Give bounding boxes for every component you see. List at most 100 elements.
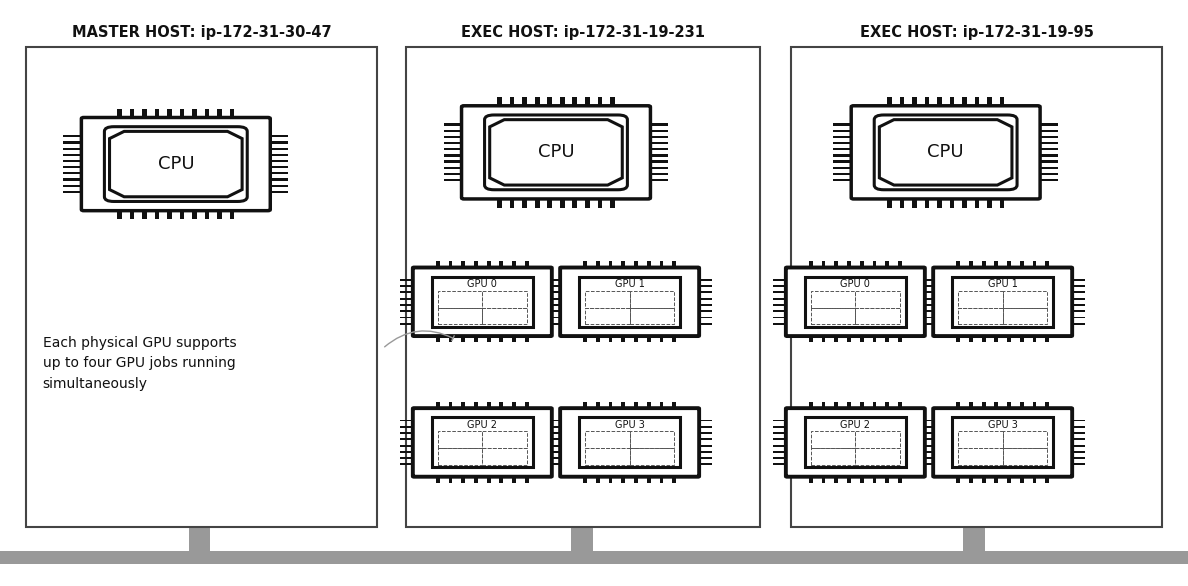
Bar	[400, 285, 415, 287]
Bar	[204, 108, 209, 118]
Bar	[924, 316, 937, 318]
Bar	[482, 431, 526, 448]
Bar	[482, 448, 526, 465]
Bar	[583, 476, 587, 483]
Bar	[548, 304, 562, 306]
Bar	[598, 197, 602, 208]
Bar	[833, 124, 853, 126]
Bar	[512, 335, 516, 342]
Bar	[921, 445, 934, 447]
Bar	[400, 323, 415, 325]
Bar	[699, 438, 712, 440]
Bar	[924, 420, 937, 421]
Bar	[833, 130, 853, 132]
Bar	[63, 160, 83, 162]
Bar	[1003, 431, 1047, 448]
FancyBboxPatch shape	[851, 105, 1041, 199]
Bar	[118, 108, 122, 118]
Bar	[449, 476, 453, 483]
Bar	[791, 47, 1162, 527]
Bar	[596, 476, 600, 483]
Bar	[649, 161, 669, 163]
Bar	[63, 178, 83, 180]
Bar	[699, 323, 712, 325]
Bar	[1038, 161, 1059, 163]
Bar	[1072, 445, 1085, 447]
Bar	[649, 154, 669, 156]
Bar	[969, 261, 973, 268]
Bar	[773, 426, 786, 428]
Bar	[586, 431, 630, 448]
Bar	[179, 108, 184, 118]
Bar	[118, 210, 122, 220]
Bar	[646, 476, 651, 483]
Bar	[1019, 476, 1024, 483]
Bar	[649, 148, 669, 151]
Bar	[1072, 279, 1085, 281]
Bar	[487, 335, 491, 342]
Bar	[924, 310, 937, 312]
Bar	[267, 141, 289, 144]
Bar	[963, 524, 985, 558]
Bar	[438, 448, 482, 465]
Bar	[586, 291, 630, 308]
Bar	[962, 97, 967, 107]
Bar	[548, 316, 562, 318]
Bar	[833, 154, 853, 156]
Bar	[921, 323, 934, 325]
Bar	[699, 464, 712, 465]
Bar	[860, 261, 864, 268]
Text: GPU 3: GPU 3	[614, 420, 645, 430]
Bar	[406, 47, 760, 527]
Bar	[498, 197, 503, 208]
Bar	[548, 310, 562, 312]
Bar	[63, 190, 83, 193]
Bar	[443, 179, 463, 181]
Bar	[608, 261, 613, 268]
Bar	[443, 130, 463, 132]
Bar	[443, 166, 463, 169]
Bar	[609, 97, 614, 107]
Bar	[699, 291, 712, 294]
Bar	[548, 197, 552, 208]
Bar	[630, 308, 674, 324]
Bar	[189, 524, 210, 558]
Bar	[498, 97, 503, 107]
Bar	[154, 210, 159, 220]
Bar	[548, 298, 562, 299]
Bar	[512, 261, 516, 268]
Bar	[621, 261, 625, 268]
Bar	[1038, 124, 1059, 126]
Bar	[548, 438, 562, 440]
FancyBboxPatch shape	[413, 267, 551, 336]
Text: GPU 0: GPU 0	[840, 280, 871, 289]
Bar	[773, 464, 786, 465]
Bar	[630, 291, 674, 308]
Bar	[773, 304, 786, 306]
Bar	[168, 108, 172, 118]
Bar	[952, 277, 1054, 327]
Bar	[811, 448, 855, 465]
Bar	[1038, 166, 1059, 169]
Bar	[583, 402, 587, 409]
Bar	[981, 261, 986, 268]
Bar	[921, 298, 934, 299]
Bar	[855, 308, 899, 324]
Bar	[937, 197, 942, 208]
FancyBboxPatch shape	[561, 267, 699, 336]
Bar	[994, 261, 998, 268]
Bar	[833, 136, 853, 138]
Bar	[699, 279, 712, 281]
Bar	[959, 308, 1003, 324]
Bar	[482, 291, 526, 308]
Bar	[482, 308, 526, 324]
Bar	[885, 402, 889, 409]
Bar	[548, 426, 562, 428]
FancyBboxPatch shape	[786, 267, 924, 336]
Bar	[937, 97, 942, 107]
Bar	[773, 438, 786, 440]
Bar	[443, 142, 463, 144]
Bar	[525, 402, 529, 409]
Bar	[1072, 464, 1085, 465]
Bar	[129, 108, 134, 118]
